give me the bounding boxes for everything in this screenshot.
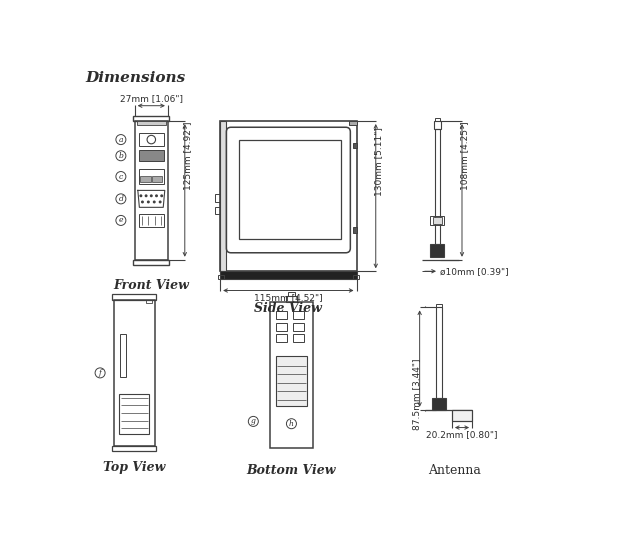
Bar bbox=[114, 300, 155, 446]
Text: g: g bbox=[251, 417, 256, 426]
Text: a: a bbox=[119, 136, 123, 143]
Bar bbox=[294, 334, 304, 342]
Text: 130mm [5.11"]: 130mm [5.11"] bbox=[374, 127, 383, 196]
Circle shape bbox=[159, 201, 161, 203]
Text: 115mm [4.52"]: 115mm [4.52"] bbox=[254, 293, 323, 302]
Text: h: h bbox=[289, 419, 294, 428]
Bar bbox=[289, 292, 295, 296]
Bar bbox=[113, 446, 156, 451]
Text: d: d bbox=[118, 195, 123, 203]
Bar bbox=[215, 194, 220, 202]
Bar bbox=[353, 227, 356, 233]
Bar bbox=[139, 133, 164, 146]
Bar bbox=[220, 121, 226, 271]
Circle shape bbox=[161, 195, 162, 197]
Bar bbox=[133, 260, 169, 265]
Text: Side View: Side View bbox=[254, 302, 322, 315]
Bar bbox=[436, 304, 442, 307]
Bar bbox=[140, 176, 151, 182]
Bar bbox=[239, 139, 341, 239]
Circle shape bbox=[146, 195, 147, 197]
Bar bbox=[353, 275, 359, 279]
Text: 20.2mm [0.80"]: 20.2mm [0.80"] bbox=[426, 430, 498, 439]
Bar bbox=[432, 398, 446, 410]
Bar bbox=[294, 323, 304, 330]
Bar bbox=[113, 295, 156, 300]
Text: b: b bbox=[118, 152, 123, 160]
Bar bbox=[133, 116, 169, 121]
Text: Front View: Front View bbox=[113, 279, 189, 292]
Bar bbox=[294, 311, 304, 319]
Text: 87.5mm [3.44"]: 87.5mm [3.44"] bbox=[412, 358, 421, 430]
Bar bbox=[436, 307, 442, 398]
Bar bbox=[276, 323, 287, 330]
Bar bbox=[430, 244, 444, 256]
Circle shape bbox=[156, 195, 157, 197]
Bar bbox=[452, 410, 472, 422]
Text: ø10mm [0.39"]: ø10mm [0.39"] bbox=[440, 267, 509, 276]
Text: e: e bbox=[119, 216, 123, 225]
Bar bbox=[286, 296, 297, 302]
Bar bbox=[146, 300, 152, 303]
Bar bbox=[452, 410, 472, 422]
Text: c: c bbox=[119, 172, 123, 180]
Bar bbox=[152, 176, 162, 182]
Text: f: f bbox=[99, 369, 101, 377]
Bar bbox=[139, 213, 164, 227]
Bar bbox=[353, 143, 356, 148]
Bar bbox=[271, 302, 313, 449]
Bar bbox=[220, 271, 356, 279]
Bar bbox=[433, 217, 442, 223]
Text: 108mm [4.25"]: 108mm [4.25"] bbox=[460, 122, 470, 190]
Bar bbox=[435, 129, 440, 244]
Bar bbox=[276, 356, 307, 406]
Bar bbox=[434, 121, 441, 129]
Text: Bottom View: Bottom View bbox=[247, 464, 336, 477]
Bar bbox=[137, 121, 165, 125]
Text: Antenna: Antenna bbox=[428, 464, 481, 477]
Bar bbox=[430, 216, 444, 225]
Circle shape bbox=[154, 201, 155, 203]
Bar bbox=[349, 121, 356, 125]
Bar bbox=[276, 334, 287, 342]
Bar bbox=[139, 151, 164, 161]
Bar bbox=[435, 118, 440, 121]
Bar bbox=[139, 169, 164, 184]
Bar bbox=[276, 311, 287, 319]
Bar bbox=[215, 207, 220, 213]
Bar bbox=[120, 334, 126, 377]
Circle shape bbox=[151, 195, 152, 197]
Text: Dimensions: Dimensions bbox=[85, 71, 186, 85]
Bar bbox=[119, 394, 149, 435]
Bar bbox=[135, 121, 168, 260]
Circle shape bbox=[140, 195, 142, 197]
Text: 125mm [4.92"]: 125mm [4.92"] bbox=[183, 122, 192, 190]
Circle shape bbox=[147, 201, 149, 203]
Bar bbox=[218, 275, 224, 279]
Circle shape bbox=[142, 201, 143, 203]
Bar bbox=[220, 121, 356, 271]
Text: Top View: Top View bbox=[103, 461, 165, 474]
Text: 27mm [1.06"]: 27mm [1.06"] bbox=[120, 95, 183, 104]
